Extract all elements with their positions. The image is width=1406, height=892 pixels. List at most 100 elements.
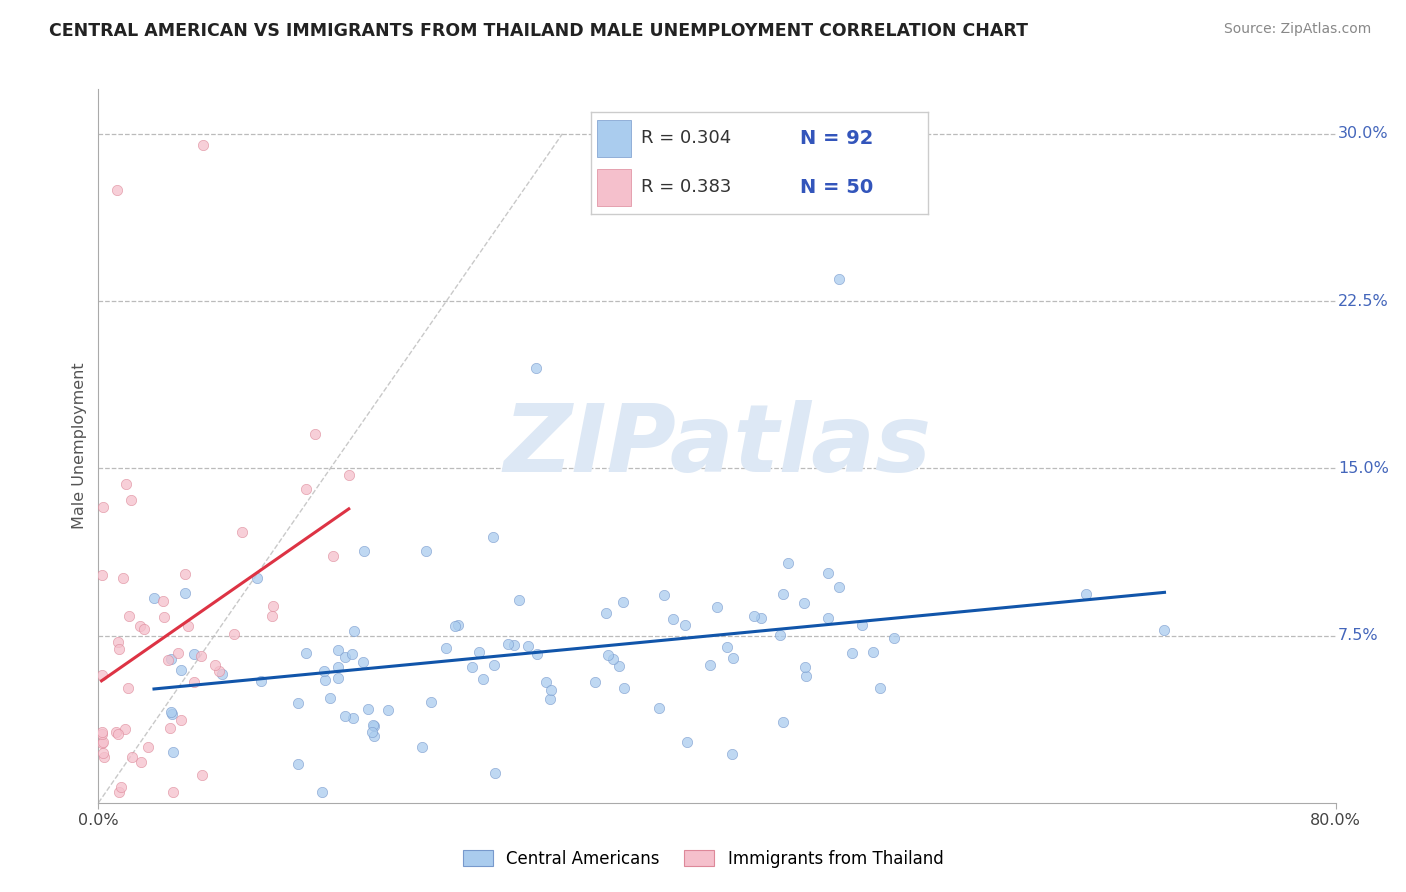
Point (361, 725, 384, 739)
Point (828, 271, 851, 285)
Point (536, 675, 558, 690)
Text: 22.5%: 22.5% (1339, 293, 1389, 309)
Point (883, 632, 905, 646)
Point (484, 766, 506, 780)
Point (538, 692, 561, 706)
Text: CENTRAL AMERICAN VS IMMIGRANTS FROM THAILAND MALE UNEMPLOYMENT CORRELATION CHART: CENTRAL AMERICAN VS IMMIGRANTS FROM THAI… (49, 22, 1028, 40)
Point (262, 599, 284, 614)
Point (540, 683, 562, 698)
Point (524, 360, 547, 375)
Text: 15.0%: 15.0% (1339, 461, 1389, 475)
Point (794, 660, 817, 674)
Point (250, 674, 273, 689)
Point (170, 713, 193, 727)
Point (841, 646, 863, 660)
Point (337, 468, 360, 483)
Point (723, 651, 745, 665)
Point (304, 426, 326, 441)
Point (342, 711, 364, 725)
Point (411, 739, 433, 754)
Point (613, 681, 636, 695)
Point (108, 785, 131, 799)
Point (817, 611, 839, 625)
Point (173, 586, 195, 600)
Point (159, 652, 181, 666)
Legend: Central Americans, Immigrants from Thailand: Central Americans, Immigrants from Thail… (456, 844, 950, 875)
Point (104, 725, 127, 739)
Point (326, 642, 349, 657)
Point (191, 138, 214, 153)
Point (114, 722, 136, 736)
Point (862, 645, 884, 659)
Point (502, 638, 524, 652)
Point (817, 566, 839, 580)
Point (129, 618, 152, 632)
Point (162, 706, 184, 721)
Point (335, 709, 357, 723)
Point (262, 609, 284, 624)
Point (420, 695, 443, 709)
Point (851, 618, 873, 632)
Point (776, 556, 799, 570)
Point (772, 587, 794, 601)
Point (166, 646, 188, 660)
Point (794, 669, 817, 683)
Point (828, 580, 851, 594)
Point (598, 648, 620, 662)
Point (482, 530, 505, 544)
Point (353, 544, 375, 558)
Point (91, 500, 114, 515)
Point (183, 675, 205, 690)
Point (482, 657, 505, 672)
Point (460, 660, 482, 674)
Point (93, 750, 115, 764)
Point (602, 652, 624, 666)
Point (204, 658, 226, 673)
Point (326, 671, 349, 685)
Point (467, 645, 489, 659)
Point (340, 647, 363, 661)
Text: R = 0.383: R = 0.383 (641, 178, 731, 196)
Text: R = 0.304: R = 0.304 (641, 129, 731, 147)
Point (612, 595, 634, 609)
Point (287, 696, 309, 710)
Point (311, 785, 333, 799)
Point (742, 608, 765, 623)
Point (90, 727, 112, 741)
Point (496, 637, 519, 651)
Y-axis label: Male Unemployment: Male Unemployment (72, 363, 87, 529)
Point (607, 659, 630, 673)
Point (143, 591, 166, 606)
Point (246, 571, 269, 585)
Point (793, 596, 815, 610)
Point (183, 647, 205, 661)
Point (319, 690, 342, 705)
Point (90, 724, 112, 739)
Point (118, 608, 141, 623)
Text: Source: ZipAtlas.com: Source: ZipAtlas.com (1223, 22, 1371, 37)
Point (208, 664, 231, 678)
Point (363, 729, 385, 743)
Point (110, 780, 132, 795)
Point (91, 735, 114, 749)
Point (312, 665, 335, 679)
Point (191, 768, 214, 782)
Text: ZIPatlas: ZIPatlas (503, 400, 931, 492)
Point (363, 718, 385, 732)
Point (595, 606, 617, 620)
Point (112, 571, 135, 585)
Point (516, 639, 538, 653)
Point (357, 702, 380, 716)
Point (716, 640, 738, 654)
Point (447, 617, 470, 632)
Point (1074, 587, 1097, 601)
Point (343, 624, 366, 638)
Text: N = 50: N = 50 (800, 178, 873, 197)
Point (287, 756, 309, 771)
Point (120, 492, 142, 507)
Point (769, 627, 792, 641)
Point (415, 543, 437, 558)
Point (377, 704, 399, 718)
Point (294, 482, 316, 496)
Point (676, 734, 699, 748)
